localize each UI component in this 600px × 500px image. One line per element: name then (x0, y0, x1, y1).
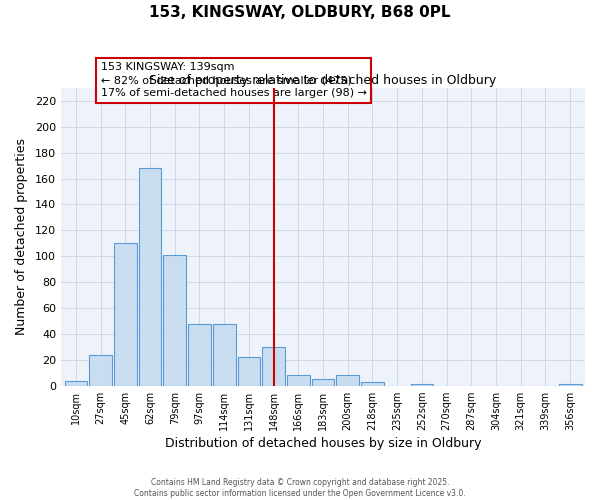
Text: 153, KINGSWAY, OLDBURY, B68 0PL: 153, KINGSWAY, OLDBURY, B68 0PL (149, 5, 451, 20)
Title: Size of property relative to detached houses in Oldbury: Size of property relative to detached ho… (149, 74, 497, 87)
Bar (361, 382, 384, 386)
Bar (559, 384, 581, 386)
Text: 153 KINGSWAY: 139sqm
← 82% of detached houses are smaller (475)
17% of semi-deta: 153 KINGSWAY: 139sqm ← 82% of detached h… (101, 62, 367, 98)
Bar (65, 380, 87, 386)
Bar (262, 347, 285, 386)
Text: Contains HM Land Registry data © Crown copyright and database right 2025.
Contai: Contains HM Land Registry data © Crown c… (134, 478, 466, 498)
Bar (311, 379, 334, 386)
Bar (337, 376, 359, 386)
X-axis label: Distribution of detached houses by size in Oldbury: Distribution of detached houses by size … (165, 437, 481, 450)
Bar (188, 324, 211, 386)
Bar (114, 244, 137, 386)
Bar (163, 255, 186, 386)
Bar (238, 357, 260, 386)
Bar (213, 324, 236, 386)
Bar (410, 384, 433, 386)
Bar (139, 168, 161, 386)
Y-axis label: Number of detached properties: Number of detached properties (15, 138, 28, 336)
Bar (287, 376, 310, 386)
Bar (89, 354, 112, 386)
